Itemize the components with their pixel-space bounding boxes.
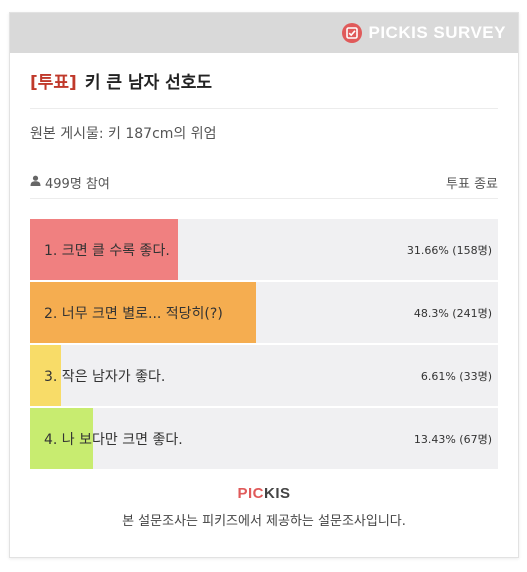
footer: PICKIS 본 설문조사는 피키즈에서 제공하는 설문조사입니다. [30, 485, 498, 529]
option-4-result: 13.43% (67명) [413, 432, 492, 446]
option-1-fill [30, 219, 179, 280]
survey-title-text: 키 큰 남자 선호도 [84, 73, 213, 93]
option-2-result: 48.3% (241명) [413, 306, 492, 320]
check-badge-icon [342, 23, 363, 43]
participant-count: 499명 참여 [45, 177, 110, 192]
brand-header: PICKIS SURVEY [10, 13, 518, 53]
footer-text: 본 설문조사는 피키즈에서 제공하는 설문조사입니다. [122, 514, 406, 529]
option-1[interactable]: 1. 크면 클 수록 좋다. 31.66% (158명) [30, 219, 498, 280]
source-post[interactable]: 원본 게시물: 키 187cm의 위엄 [30, 126, 217, 142]
option-1-label: 1. 크면 클 수록 좋다. [44, 242, 170, 259]
option-2-label: 2. 너무 크면 별로... 적당히(?) [44, 305, 223, 322]
survey-card: PICKIS SURVEY [투표] 키 큰 남자 선호도 원본 게시물: 키 … [9, 12, 519, 558]
option-2[interactable]: 2. 너무 크면 별로... 적당히(?) 48.3% (241명) [30, 282, 498, 343]
survey-title: [투표] 키 큰 남자 선호도 [30, 53, 498, 109]
option-3-result: 6.61% (33명) [420, 369, 492, 383]
survey-meta: 499명 참여 투표 종료 [30, 167, 498, 199]
option-4-label: 4. 나 보다만 크면 좋다. [44, 431, 183, 448]
option-4-fill [30, 408, 93, 469]
option-3-fill [30, 345, 61, 406]
status-badge: 투표 종료 [446, 177, 498, 192]
survey-tag: [투표] [30, 73, 77, 93]
option-2-fill [30, 282, 257, 343]
option-list: 1. 크면 클 수록 좋다. 31.66% (158명) 2. 너무 크면 별로… [30, 219, 498, 469]
brand-name: PICKIS SURVEY [368, 23, 506, 42]
option-3[interactable]: 3. 작은 남자가 좋다. 6.61% (33명) [30, 345, 498, 406]
footer-logo[interactable]: PICKIS [237, 485, 291, 502]
option-4[interactable]: 4. 나 보다만 크면 좋다. 13.43% (67명) [30, 408, 498, 469]
option-3-label: 3. 작은 남자가 좋다. [44, 368, 166, 385]
option-1-result: 31.66% (158명) [406, 243, 492, 257]
person-icon [30, 175, 41, 190]
